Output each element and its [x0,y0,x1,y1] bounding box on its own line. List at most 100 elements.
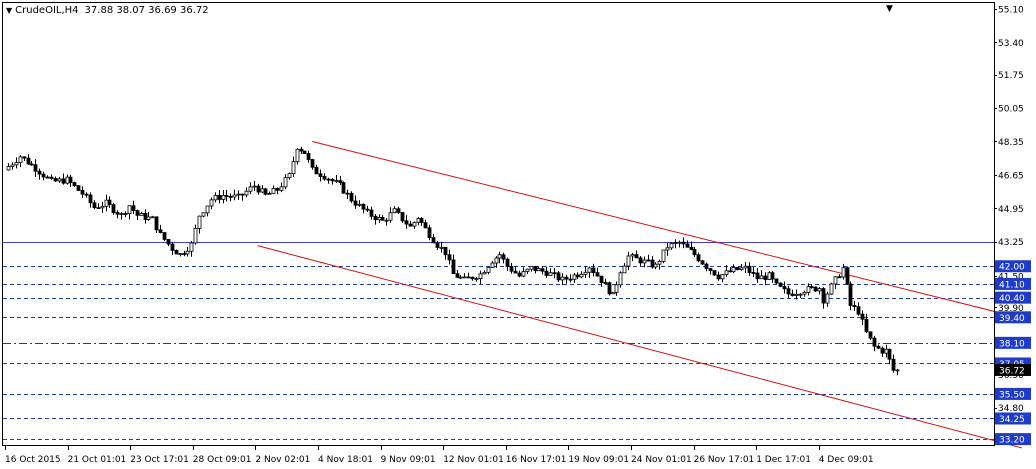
bear-candle [891,358,896,371]
time-tick-label: 4 Nov 18:01 [318,455,373,465]
triangle-down-icon[interactable]: ▼ [6,6,13,15]
bear-candle [517,272,522,277]
bull-candle [458,276,463,279]
bear-candle [349,192,354,202]
bear-candle [696,254,701,262]
bear-candle [704,263,709,269]
bull-candle [490,262,495,268]
bear-candle [314,166,319,175]
bear-candle [240,193,245,196]
bull-candle [486,266,491,273]
bear-candle [318,173,323,177]
channel-line-upper [312,141,1023,319]
bear-candle [256,185,261,193]
bear-candle [80,190,85,195]
bull-candle [794,293,799,296]
bull-candle [283,177,288,188]
bear-candle [774,278,779,284]
price-tick-label: 48.35 [998,138,1024,148]
level-price-label: 34.25 [999,415,1025,425]
bull-candle [357,203,362,206]
bull-candle [193,228,198,244]
bear-candle [306,153,311,160]
bull-candle [10,164,15,168]
time-tick-label: 24 Nov 01:01 [631,455,692,465]
bear-candle [158,229,163,233]
bull-candle [221,195,226,200]
bear-candle [887,348,892,360]
bear-candle [646,259,651,262]
bull-candle [209,199,214,207]
bear-candle [856,306,861,315]
bull-candle [767,272,772,280]
bull-candle [825,293,830,304]
bull-candle [529,266,534,270]
level-price-label: 40.40 [999,294,1025,304]
bull-candle [587,267,592,273]
current-price-label-bg [995,363,1031,376]
time-tick-label: 16 Nov 17:01 [506,455,567,465]
bull-candle [720,274,725,280]
chart-shift-icon[interactable]: ▼ [886,4,893,14]
bear-candle [770,272,775,280]
bear-candle [700,260,705,265]
bear-candle [685,243,690,248]
bear-candle [505,258,510,267]
bear-candle [728,270,733,273]
bear-candle [556,272,561,281]
bear-candle [182,253,187,255]
bear-candle [650,259,655,268]
bull-candle [525,268,530,272]
bear-candle [72,182,77,187]
bear-candle [26,157,31,165]
bull-candle [833,276,838,285]
level-price-label: 39.40 [999,314,1025,324]
bear-candle [369,209,374,217]
bear-candle [634,254,639,259]
bear-candle [400,212,405,222]
bull-candle [579,273,584,278]
bear-candle [131,205,136,211]
current-price-label: 36.72 [999,366,1025,376]
bull-candle [57,178,62,182]
bull-candle [14,162,19,166]
trend-channel [257,141,1023,449]
time-tick-label: 21 Oct 01:01 [68,455,127,465]
bull-candle [388,212,393,221]
bear-candle [380,217,385,221]
level-price-label-bg [995,433,1031,446]
bear-candle [455,273,460,278]
bear-candle [330,178,335,182]
bear-candle [447,254,452,261]
axes: 55.10 53.40 51.75 50.05 48.35 46.65 44.95 43.25… [5,5,1031,465]
bull-candle [739,267,744,271]
bull-candle [104,199,109,207]
bear-candle [466,276,471,279]
bear-candle [143,213,148,220]
bull-candle [497,254,502,259]
bear-candle [217,194,222,200]
bear-candle [880,347,885,354]
level-price-label: 33.20 [999,436,1025,446]
bull-candle [618,272,623,286]
bull-candle [653,263,658,268]
bear-candle [751,272,756,274]
bear-candle [427,227,432,238]
bull-candle [630,254,635,257]
bull-candle [474,278,479,281]
bear-candle [638,257,643,264]
bull-candle [139,213,144,216]
channel-line-lower [257,245,1023,449]
bear-candle [813,286,818,292]
bear-candle [322,176,327,180]
price-tick-label: 55.10 [998,5,1024,15]
price-tick-label: 51.75 [998,71,1024,81]
bull-candle [494,257,499,264]
bear-candle [778,282,783,287]
bear-candle [595,272,600,277]
bear-candle [864,318,869,333]
bear-candle [591,267,596,274]
bull-candle [731,266,736,273]
